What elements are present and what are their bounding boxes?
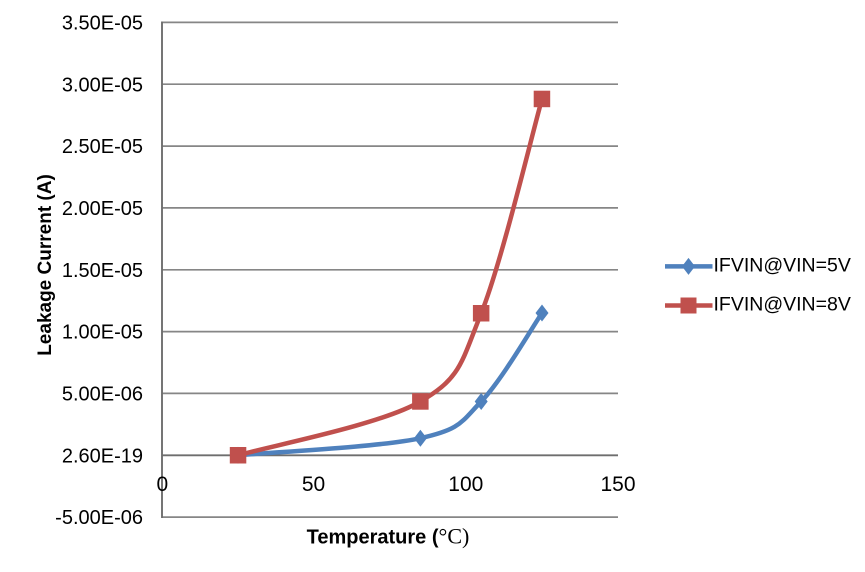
svg-text:3.50E-05: 3.50E-05 [62,13,143,35]
svg-text:Leakage Current (A): Leakage Current (A) [35,174,56,356]
svg-text:IFVIN@VIN=5V: IFVIN@VIN=5V [714,255,851,277]
svg-text:2.00E-05: 2.00E-05 [62,198,143,220]
svg-text:2.60E-19: 2.60E-19 [62,445,143,467]
svg-text:5.00E-06: 5.00E-06 [62,384,143,406]
svg-text:1.50E-05: 1.50E-05 [62,260,143,282]
svg-text:0: 0 [157,473,169,496]
svg-text:50: 50 [302,473,325,496]
svg-text:1.00E-05: 1.00E-05 [62,322,143,344]
svg-text:100: 100 [448,473,483,496]
svg-text:IFVIN@VIN=8V: IFVIN@VIN=8V [714,294,851,316]
svg-text:2.50E-05: 2.50E-05 [62,136,143,158]
svg-text:-5.00E-06: -5.00E-06 [55,507,143,529]
svg-text:Temperature (°C): Temperature (°C) [307,524,470,549]
svg-text:3.00E-05: 3.00E-05 [62,74,143,96]
svg-text:150: 150 [600,473,635,496]
